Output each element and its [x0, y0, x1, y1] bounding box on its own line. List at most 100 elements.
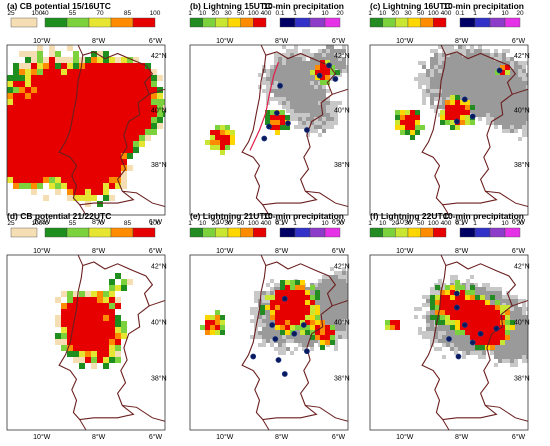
field-cell: [430, 61, 434, 65]
precip-legend-swatch: [504, 227, 521, 238]
field-cell: [145, 69, 151, 75]
lon-label-top: 10°W: [33, 37, 51, 45]
field-cell: [446, 45, 450, 49]
field-cell: [55, 165, 61, 171]
field-cell: [498, 57, 502, 61]
field-cell: [294, 109, 298, 113]
field-cell: [19, 129, 25, 135]
field-cell: [502, 117, 506, 121]
field-cell: [97, 141, 103, 147]
field-cell: [325, 70, 330, 75]
cb-legend-label: 100: [150, 10, 161, 17]
field-cell: [334, 295, 338, 299]
field-cell: [298, 85, 302, 89]
field-cell: [450, 57, 454, 61]
field-cell: [314, 129, 318, 133]
field-cell: [505, 70, 510, 75]
field-cell: [460, 290, 465, 295]
field-cell: [274, 85, 278, 89]
field-cell: [310, 117, 314, 121]
field-cell: [215, 140, 220, 145]
field-cell: [526, 327, 528, 331]
field-cell: [458, 61, 462, 65]
field-cell: [25, 93, 31, 99]
field-cell: [225, 145, 230, 150]
field-cell: [395, 320, 400, 325]
field-cell: [342, 267, 346, 271]
field-cell: [330, 113, 334, 117]
lightning-legend-label: 100: [248, 10, 259, 17]
field-cell: [97, 297, 103, 303]
field-cell: [73, 129, 79, 135]
field-cell: [274, 81, 278, 85]
field-cell: [480, 335, 485, 340]
field-cell: [254, 319, 258, 323]
field-cell: [278, 65, 282, 69]
field-cell: [109, 147, 115, 153]
field-cell: [97, 327, 103, 333]
field-cell: [435, 285, 440, 290]
field-cell: [480, 320, 485, 325]
field-cell: [310, 310, 315, 315]
field-cell: [442, 287, 446, 291]
field-cell: [460, 120, 465, 125]
field-cell: [270, 85, 274, 89]
field-cell: [115, 147, 121, 153]
field-cell: [49, 93, 55, 99]
field-cell: [430, 300, 435, 305]
field-cell: [426, 315, 430, 319]
lightning-legend-label: 50: [417, 220, 425, 227]
field-cell: [85, 123, 91, 129]
field-cell: [446, 331, 450, 335]
field-cell: [61, 345, 67, 351]
field-cell: [445, 100, 450, 105]
field-cell: [435, 305, 440, 310]
field-cell: [450, 335, 454, 339]
field-cell: [109, 159, 115, 165]
field-cell: [25, 87, 31, 93]
field-cell: [434, 73, 438, 77]
field-cell: [19, 165, 25, 171]
lat-label: 40°N: [151, 107, 167, 115]
field-cell: [270, 110, 275, 115]
field-cell: [494, 85, 498, 89]
field-cell: [275, 300, 280, 305]
field-cell: [334, 275, 338, 279]
field-cell: [334, 65, 338, 69]
field-cell: [422, 97, 426, 101]
field-cell: [494, 295, 498, 299]
panel-title: (c) Lightning 16UTC: [370, 1, 451, 11]
field-cell: [518, 77, 522, 81]
field-cell: [67, 63, 73, 69]
field-cell: [73, 327, 79, 333]
field-cell: [390, 320, 395, 325]
field-cell: [286, 339, 290, 343]
field-cell: [434, 61, 438, 65]
field-cell: [121, 285, 127, 291]
field-cell: [490, 89, 494, 93]
field-cell: [61, 165, 67, 171]
field-cell: [495, 310, 500, 315]
field-cell: [278, 335, 282, 339]
field-cell: [85, 153, 91, 159]
cb-legend-label: 85: [124, 220, 132, 227]
lightning-legend-label: 1: [368, 220, 372, 227]
field-cell: [338, 323, 342, 327]
field-cell: [85, 93, 91, 99]
lightning-dot: [496, 67, 503, 74]
field-cell: [270, 120, 275, 125]
field-cell: [79, 195, 85, 201]
field-cell: [482, 351, 486, 355]
field-cell: [485, 315, 490, 320]
field-cell: [127, 123, 133, 129]
field-cell: [494, 57, 498, 61]
field-cell: [474, 57, 478, 61]
field-cell: [49, 57, 55, 63]
field-cell: [97, 123, 103, 129]
field-cell: [103, 291, 109, 297]
field-cell: [514, 81, 518, 85]
field-cell: [460, 110, 465, 115]
field-cell: [314, 89, 318, 93]
